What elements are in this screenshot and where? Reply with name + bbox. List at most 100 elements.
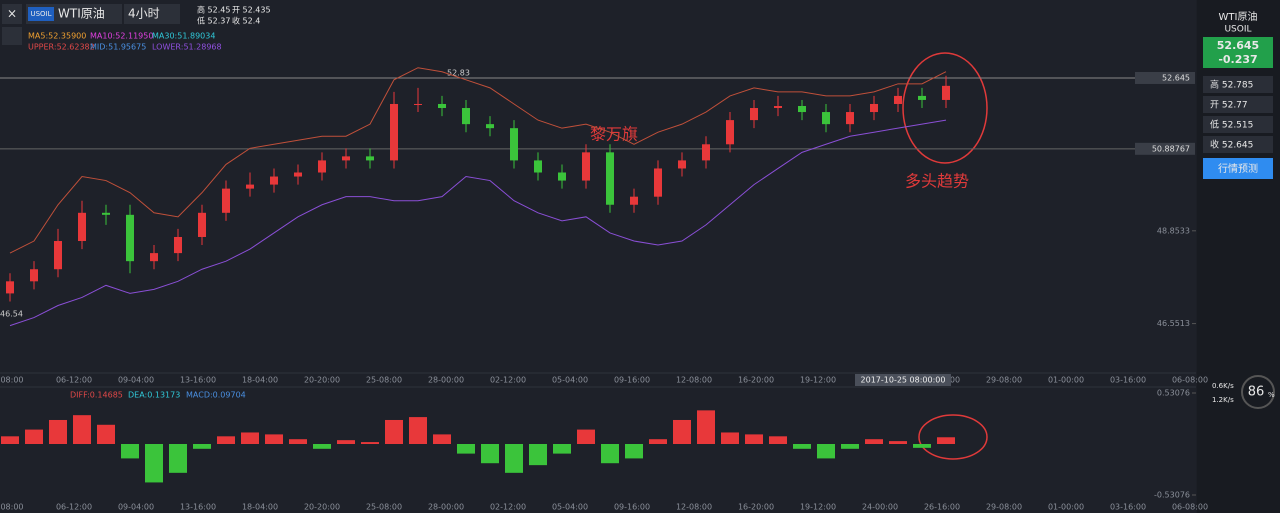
time-label: 16-20:00 (738, 376, 774, 385)
macd-bar (457, 444, 475, 454)
time-label: 09-16:00 (614, 503, 650, 512)
candle-body (438, 103, 446, 109)
candle-body (894, 95, 902, 104)
sidebar-code: USOIL (1224, 25, 1251, 35)
indicator: MA30:51.89034 (152, 32, 215, 41)
time-label: 13-16:00 (180, 376, 216, 385)
stat-row-label: 收 52.645 (1210, 139, 1253, 151)
symbol-badge-bg (28, 7, 54, 21)
forecast-button[interactable] (1203, 158, 1273, 179)
candle-body (510, 128, 518, 161)
candle-body (726, 120, 734, 145)
candle-body (822, 112, 830, 125)
macd-bar (25, 429, 43, 444)
stat-row-label: 低 52.515 (1210, 119, 1253, 131)
macd-bar (409, 417, 427, 444)
macd-label: MACD:0.09704 (186, 391, 246, 400)
stat-row (1203, 76, 1273, 93)
candle-body (414, 103, 422, 105)
time-label: 19-12:00 (800, 503, 836, 512)
stat: 高 52.45 (197, 5, 230, 15)
period: 4小时 (128, 7, 160, 21)
candle-body (654, 168, 662, 197)
indicator: MA10:52.11950 (90, 32, 153, 41)
macd-bar (745, 434, 763, 444)
candle-body (294, 172, 302, 177)
candle-body (462, 108, 470, 125)
candle-body (870, 103, 878, 113)
macd-bar (49, 419, 67, 444)
stat-row (1203, 116, 1273, 133)
down-speed: 1.2K/s (1212, 396, 1234, 404)
indicator: MID:51.95675 (90, 43, 146, 52)
close-icon: × (7, 7, 17, 21)
candle-body (54, 241, 62, 270)
macd-bar (433, 434, 451, 444)
symbol-badge: USOIL (30, 10, 51, 18)
period-select[interactable] (124, 4, 180, 24)
candle-body (318, 160, 326, 173)
forecast-label: 行情预测 (1218, 162, 1258, 175)
macd-bar (337, 440, 355, 444)
macd-label: DEA:0.13173 (128, 391, 180, 400)
stat-row-label: 高 52.785 (1210, 79, 1253, 91)
time-label: 13-16:00 (180, 503, 216, 512)
macd-bar (265, 434, 283, 444)
gauge-value: 86 (1248, 385, 1265, 400)
time-label: 28-00:00 (428, 376, 464, 385)
candle-body (678, 160, 686, 169)
macd-bar (625, 444, 643, 459)
time-label: 09-04:00 (118, 503, 154, 512)
macd-bar (529, 444, 547, 466)
time-label: 25-08:00 (366, 503, 402, 512)
candle-body (750, 108, 758, 121)
time-label: 19-12:00 (800, 376, 836, 385)
time-label: 25-08:00 (366, 376, 402, 385)
candle-body (702, 144, 710, 161)
time-label: 28-00:00 (428, 503, 464, 512)
macd-bar (361, 442, 379, 444)
close-button[interactable] (2, 4, 22, 24)
time-label: 06-12:00 (56, 376, 92, 385)
candle-body (30, 269, 38, 282)
macd-bar (193, 444, 211, 449)
macd-bar (889, 441, 907, 444)
macd-bar (865, 439, 883, 444)
candle-body (846, 112, 854, 125)
time-label: 09-04:00 (118, 376, 154, 385)
stat: 收 52.4 (232, 16, 260, 26)
time-label: 09-16:00 (614, 376, 650, 385)
indicator: LOWER:51.28968 (152, 43, 222, 52)
macd-bar (601, 444, 619, 464)
macd-bar (697, 410, 715, 444)
symbol: WTI原油 (58, 7, 105, 21)
macd-bar (937, 437, 955, 444)
settings-button[interactable] (2, 27, 22, 45)
price-tag-label: 52.645 (1162, 73, 1190, 82)
macd-bar (73, 415, 91, 444)
candle-body (270, 176, 278, 185)
time-label: 12-08:00 (676, 376, 712, 385)
macd-label: DIFF:0.14685 (70, 391, 123, 400)
macd-bar (289, 439, 307, 444)
candle-body (366, 156, 374, 161)
candle-body (558, 172, 566, 181)
time-label: 24-00:00 (862, 503, 898, 512)
price-tag (1135, 142, 1195, 155)
sidebar-name: WTI原油 (1219, 10, 1258, 23)
price: 52.645 (1217, 39, 1259, 52)
time-label: 08:00 (0, 503, 23, 512)
time-label: 06-08:00 (1172, 503, 1208, 512)
time-label: 16-20:00 (738, 503, 774, 512)
macd-bar (241, 432, 259, 444)
macd-bar (649, 439, 667, 444)
candle-body (78, 212, 86, 242)
gauge (1241, 375, 1275, 409)
candle-body (582, 152, 590, 181)
macd-bar (673, 419, 691, 444)
up-speed: 0.6K/s (1212, 382, 1234, 390)
stat: 低 52.37 (197, 16, 230, 26)
band-line (9, 67, 947, 254)
